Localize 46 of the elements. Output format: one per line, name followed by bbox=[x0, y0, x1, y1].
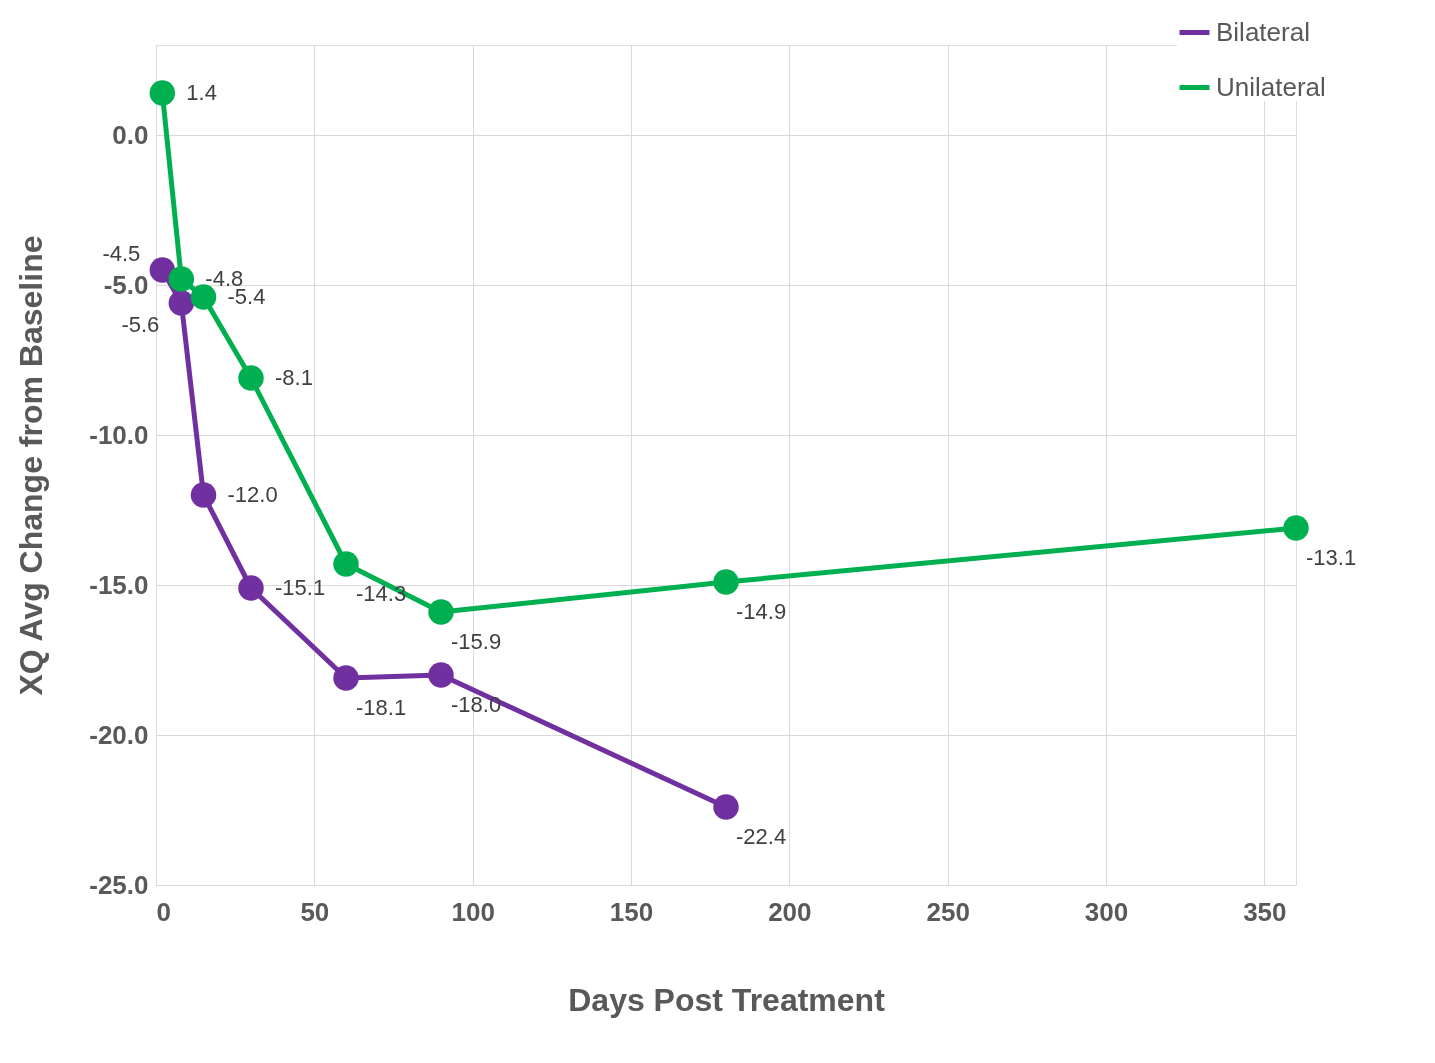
data-label: -15.1 bbox=[275, 575, 326, 600]
data-label: -22.4 bbox=[736, 824, 787, 849]
point bbox=[168, 266, 195, 292]
y-tick-label: 0.0 bbox=[112, 119, 149, 150]
data-label: -14.3 bbox=[356, 581, 407, 606]
point bbox=[333, 551, 359, 577]
data-label: -13.1 bbox=[1306, 545, 1357, 570]
x-tick-label: 150 bbox=[609, 896, 654, 927]
y-tick-label: -20.0 bbox=[89, 719, 149, 750]
x-tick-label: 350 bbox=[1243, 896, 1287, 927]
x-tick-label: 200 bbox=[768, 896, 812, 927]
point bbox=[190, 284, 217, 310]
x-axis-title: Days Post Treatment bbox=[568, 981, 886, 1018]
data-label: -8.1 bbox=[275, 365, 313, 390]
point bbox=[149, 257, 176, 283]
data-label: -14.9 bbox=[736, 599, 787, 624]
data-label: -15.9 bbox=[451, 629, 502, 654]
data-label: 1.4 bbox=[186, 80, 217, 105]
y-axis-title: XQ Avg Change from Baseline bbox=[13, 235, 50, 696]
point bbox=[428, 599, 454, 625]
point bbox=[428, 662, 454, 688]
point bbox=[238, 365, 264, 391]
point bbox=[149, 80, 176, 106]
point bbox=[190, 482, 217, 508]
data-label: -18.1 bbox=[356, 695, 407, 720]
legend-label: Bilateral bbox=[1216, 16, 1310, 47]
legend-label: Unilateral bbox=[1216, 71, 1326, 102]
data-label: -5.6 bbox=[121, 312, 160, 337]
x-tick-label: 50 bbox=[300, 896, 330, 927]
x-tick-label: 0 bbox=[156, 896, 171, 927]
point bbox=[1283, 515, 1309, 541]
data-label: -4.5 bbox=[102, 241, 141, 266]
point bbox=[238, 575, 264, 601]
y-tick-label: -15.0 bbox=[89, 569, 149, 600]
x-tick-label: 100 bbox=[451, 896, 495, 927]
data-label: -12.0 bbox=[227, 482, 278, 507]
point bbox=[713, 569, 739, 595]
point bbox=[168, 290, 195, 316]
x-tick-label: 250 bbox=[926, 896, 970, 927]
y-tick-label: -5.0 bbox=[103, 269, 149, 300]
x-tick-label: 300 bbox=[1084, 896, 1129, 927]
y-tick-label: -10.0 bbox=[89, 419, 149, 450]
point bbox=[333, 665, 359, 691]
point bbox=[713, 794, 739, 820]
y-tick-label: -25.0 bbox=[89, 869, 149, 900]
data-label: -18.0 bbox=[451, 692, 502, 717]
